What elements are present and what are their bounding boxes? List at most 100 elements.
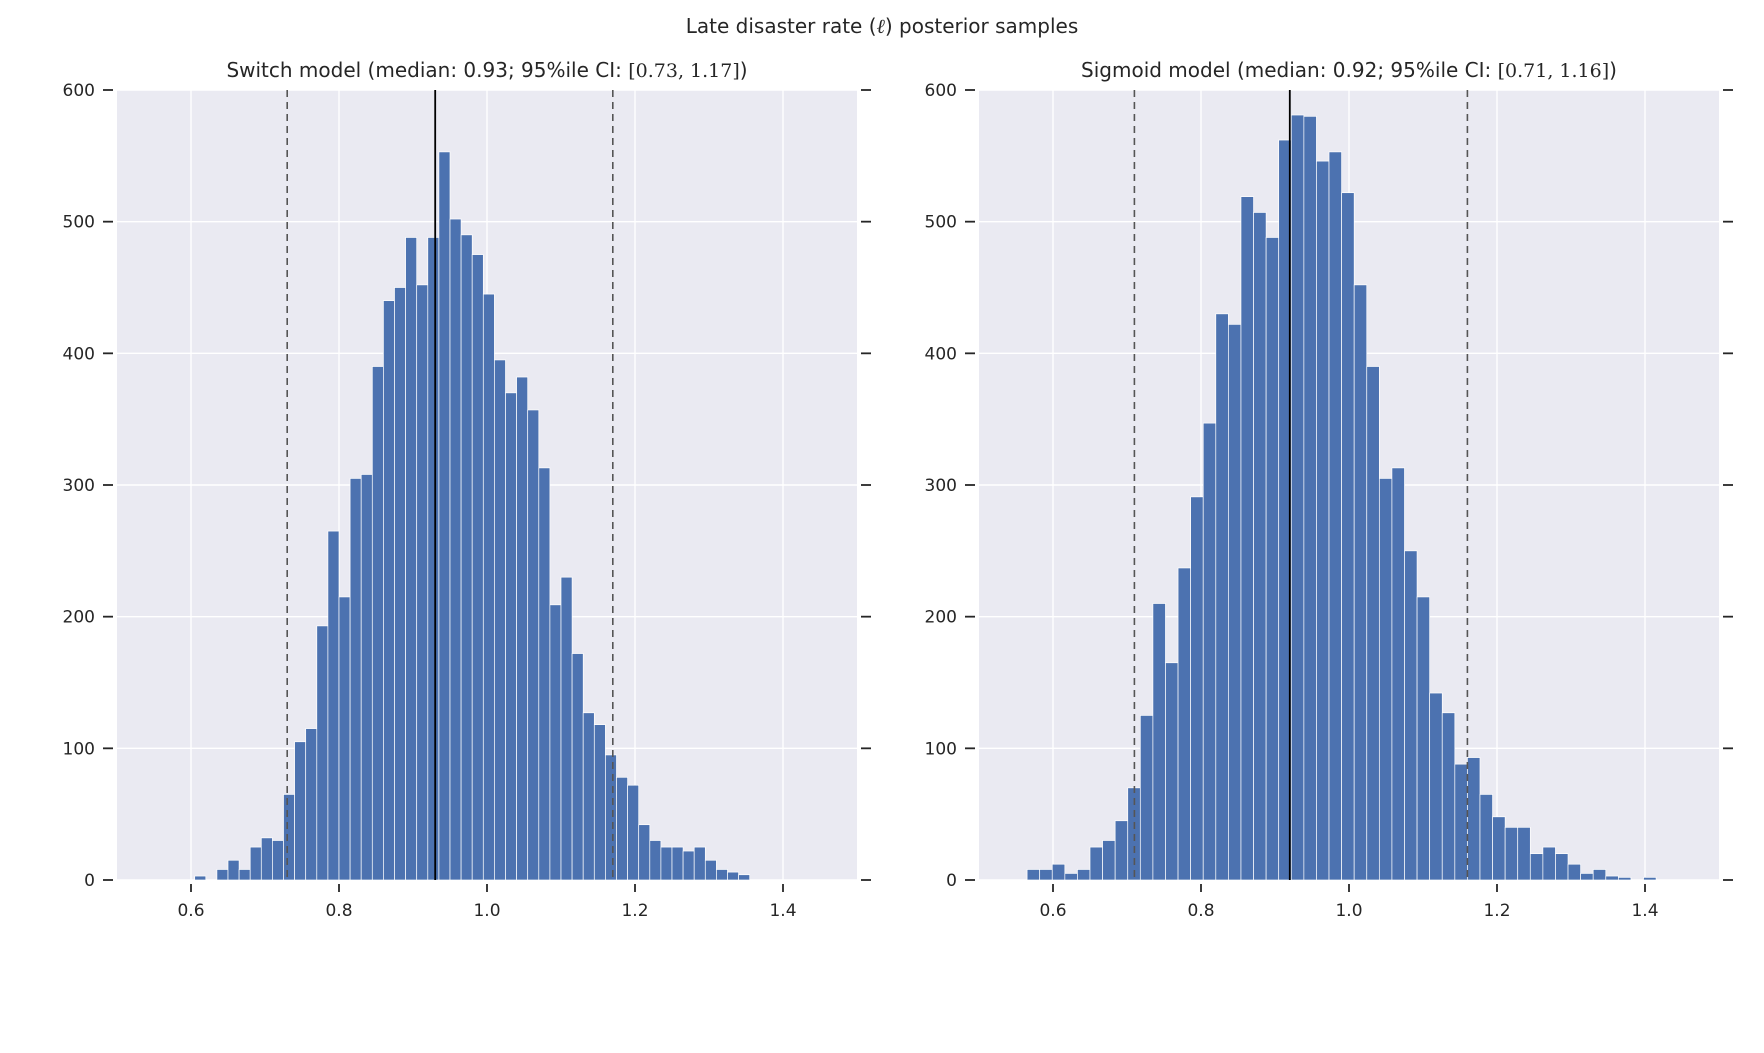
histogram-bar	[1592, 869, 1607, 881]
histogram-bar	[1152, 603, 1166, 881]
histogram-bar	[738, 874, 751, 881]
histogram-bar	[494, 359, 506, 881]
y-tick-label: 500	[925, 213, 957, 233]
histogram-bar	[349, 478, 362, 881]
histogram-bar	[1077, 869, 1091, 881]
histogram-bar	[571, 653, 584, 881]
histogram-bar	[1303, 115, 1317, 881]
histogram-bar	[1114, 820, 1129, 881]
y-tick-label: 400	[63, 344, 95, 364]
x-tick-label: 1.0	[1335, 901, 1362, 921]
histogram-bar	[1542, 846, 1556, 881]
histogram-bar	[438, 151, 451, 881]
subplot-title-sigmoid-close: )	[1609, 58, 1617, 82]
histogram-bar	[1102, 840, 1116, 881]
histogram-bar	[649, 840, 662, 881]
y-tick-label: 600	[925, 81, 957, 101]
histogram-bar	[327, 530, 340, 881]
histogram-bar	[1064, 873, 1078, 881]
x-tick-label: 0.8	[325, 901, 352, 921]
x-tick-label: 1.4	[769, 901, 796, 921]
subplot-title-switch: Switch model (median: 0.93; 95%ile CI: […	[117, 58, 857, 82]
histogram-bar	[1479, 794, 1493, 881]
histogram-bar	[1454, 763, 1468, 881]
subplot-title-sigmoid: Sigmoid model (median: 0.92; 95%ile CI: …	[979, 58, 1719, 82]
histogram-bar	[1190, 496, 1204, 881]
histogram-bar	[427, 237, 440, 881]
histogram-bar	[582, 712, 595, 881]
histogram-bar	[1051, 863, 1066, 881]
subplot-switch-model: Switch model (median: 0.93; 95%ile CI: […	[25, 40, 877, 1000]
histogram-bar	[1026, 869, 1041, 881]
subplot-title-switch-text: Switch model (median: 0.93; 95%ile CI:	[226, 58, 629, 82]
y-tick-label: 0	[84, 871, 95, 891]
histogram-bar	[704, 859, 717, 881]
histogram-bar	[593, 724, 606, 881]
histogram-bar	[360, 474, 373, 881]
plots-row: Switch model (median: 0.93; 95%ile CI: […	[0, 40, 1764, 1000]
histogram-bar	[238, 869, 251, 881]
histogram-switch-model: 0 100 200 300 400 500 600 0.6 0.8 1.0 1.2 1.4	[63, 81, 871, 921]
histogram-bar	[1492, 816, 1506, 881]
histogram-bar	[1353, 284, 1368, 881]
histogram-bar	[260, 837, 273, 881]
histogram-bar	[1290, 114, 1305, 881]
x-tick-label: 1.2	[621, 901, 648, 921]
histogram-bar	[1228, 324, 1242, 881]
histogram-bar	[1240, 196, 1254, 881]
histogram-bar	[316, 625, 329, 881]
histogram-bar	[627, 784, 640, 881]
histogram-bar	[549, 604, 562, 881]
histogram-bar	[1416, 596, 1431, 881]
figure-title-suffix: ) posterior samples	[884, 14, 1079, 38]
histogram-bar	[1253, 212, 1267, 881]
histogram-sigmoid-model: 0 100 200 300 400 500 600 0.6 0.8 1.0 1.2 1.4	[925, 81, 1733, 921]
subplot-sigmoid-model: Sigmoid model (median: 0.92; 95%ile CI: …	[887, 40, 1739, 1000]
histogram-bar	[616, 776, 628, 881]
histogram-bar	[1378, 478, 1393, 881]
histogram-bar	[605, 754, 617, 881]
y-tick-label: 200	[63, 608, 95, 628]
y-tick-label: 200	[925, 608, 957, 628]
histogram-bar	[638, 824, 651, 881]
histogram-bar	[1441, 712, 1456, 881]
figure-title-prefix: Late disaster rate (	[685, 14, 877, 38]
histogram-bar	[1139, 715, 1154, 881]
histogram-bar	[1366, 366, 1380, 881]
histogram-bar	[716, 869, 728, 881]
histogram-bar	[249, 846, 262, 881]
histogram-bar	[1215, 313, 1229, 881]
y-tick-label: 600	[63, 81, 95, 101]
histogram-bar	[227, 859, 240, 881]
histogram-bar	[1202, 422, 1217, 881]
histogram-bar	[671, 846, 684, 881]
histogram-bar	[727, 871, 739, 881]
x-tick-label: 0.6	[1039, 901, 1066, 921]
y-tick-label: 300	[925, 476, 957, 496]
y-tick-label: 100	[925, 739, 957, 759]
histogram-bar	[1643, 877, 1657, 881]
histogram-bar	[1618, 877, 1632, 881]
histogram-bar	[194, 875, 207, 881]
y-tick-label: 100	[63, 739, 95, 759]
histogram-bar	[294, 741, 307, 881]
histogram-bar	[538, 467, 551, 881]
histogram-bar	[505, 392, 517, 881]
histogram-bar	[1328, 151, 1342, 881]
histogram-bar	[1265, 237, 1280, 881]
histogram-bar	[383, 300, 395, 881]
histogram-bar	[449, 218, 462, 881]
histogram-bar	[1529, 853, 1544, 881]
x-tick-label: 0.8	[1187, 901, 1214, 921]
subplot-title-sigmoid-ci: [0.71, 1.16]	[1497, 60, 1610, 82]
histogram-bar	[1177, 567, 1191, 881]
histogram-bar	[1316, 160, 1330, 881]
subplot-title-switch-ci: [0.73, 1.17]	[628, 60, 740, 82]
histogram-bar	[1580, 873, 1594, 881]
figure-title-math-symbol: ℓ	[876, 14, 885, 38]
y-tick-label: 0	[946, 871, 957, 891]
histogram-bar	[1039, 869, 1053, 881]
histogram-bar	[1467, 757, 1481, 881]
histogram-bar	[516, 376, 529, 881]
histogram-bar	[1429, 692, 1443, 881]
